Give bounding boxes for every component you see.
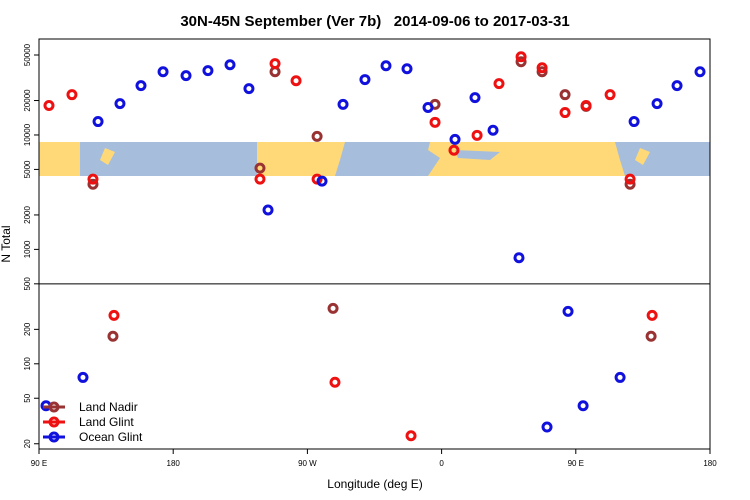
point bbox=[77, 371, 89, 383]
point bbox=[487, 124, 499, 136]
x-tick-label: 180 bbox=[703, 459, 717, 468]
y-tick-label: 50000 bbox=[23, 43, 32, 66]
point bbox=[577, 400, 589, 412]
x-tick-label: 90 W bbox=[298, 459, 317, 468]
y-tick-label: 20000 bbox=[23, 89, 32, 112]
point bbox=[107, 330, 119, 342]
x-tick-label: 180 bbox=[167, 459, 181, 468]
point bbox=[536, 62, 548, 74]
point bbox=[262, 204, 274, 216]
point bbox=[536, 66, 548, 78]
point bbox=[290, 75, 302, 87]
point bbox=[604, 89, 616, 101]
point bbox=[327, 302, 339, 314]
legend-marker bbox=[48, 416, 60, 428]
point bbox=[559, 89, 571, 101]
point bbox=[224, 59, 236, 71]
point bbox=[541, 421, 553, 433]
legend-label: Land Glint bbox=[79, 415, 134, 429]
point bbox=[422, 101, 434, 113]
point bbox=[471, 129, 483, 141]
legend-label: Land Nadir bbox=[79, 400, 138, 414]
legend-marker bbox=[48, 431, 60, 443]
point bbox=[114, 98, 126, 110]
plot-frame bbox=[38, 38, 711, 450]
point bbox=[671, 80, 683, 92]
point bbox=[694, 66, 706, 78]
point bbox=[66, 89, 78, 101]
point bbox=[624, 178, 636, 190]
x-tick-label: 90 E bbox=[568, 459, 584, 468]
y-tick-label: 10000 bbox=[23, 123, 32, 146]
point bbox=[645, 330, 657, 342]
point bbox=[469, 92, 481, 104]
point bbox=[329, 376, 341, 388]
y-tick-label: 100 bbox=[23, 357, 32, 371]
y-tick-label: 5000 bbox=[23, 160, 32, 178]
point bbox=[180, 70, 192, 82]
point bbox=[337, 98, 349, 110]
point bbox=[515, 56, 527, 68]
point bbox=[108, 309, 120, 321]
point bbox=[401, 63, 413, 75]
point bbox=[580, 99, 592, 111]
map-band bbox=[39, 142, 710, 176]
point bbox=[562, 305, 574, 317]
legend-label: Ocean Glint bbox=[79, 430, 143, 444]
point bbox=[254, 162, 266, 174]
point bbox=[651, 98, 663, 110]
point bbox=[269, 58, 281, 70]
point bbox=[316, 175, 328, 187]
point bbox=[202, 65, 214, 77]
point bbox=[87, 173, 99, 185]
point bbox=[311, 130, 323, 142]
point bbox=[449, 133, 461, 145]
point bbox=[380, 60, 392, 72]
y-tick-label: 20 bbox=[23, 439, 32, 448]
point bbox=[624, 173, 636, 185]
chart-title: 30N-45N September (Ver 7b) 2014-09-06 to… bbox=[180, 13, 569, 30]
y-tick-label: 2000 bbox=[23, 205, 32, 223]
point bbox=[405, 430, 417, 442]
point bbox=[359, 74, 371, 86]
point bbox=[429, 116, 441, 128]
y-tick-label: 1000 bbox=[23, 240, 32, 258]
point bbox=[92, 116, 104, 128]
y-tick-label: 50 bbox=[23, 393, 32, 402]
y-axis-label: N Total bbox=[0, 225, 13, 262]
point bbox=[493, 78, 505, 90]
x-axis-label: Longitude (deg E) bbox=[327, 477, 422, 491]
legend-marker bbox=[48, 401, 60, 413]
point bbox=[87, 178, 99, 190]
point bbox=[646, 309, 658, 321]
point bbox=[628, 116, 640, 128]
point bbox=[135, 80, 147, 92]
point bbox=[559, 107, 571, 119]
point bbox=[513, 252, 525, 264]
point bbox=[254, 173, 266, 185]
y-tick-label: 500 bbox=[23, 277, 32, 291]
point bbox=[448, 144, 460, 156]
point bbox=[515, 51, 527, 63]
x-tick-label: 0 bbox=[439, 459, 444, 468]
x-tick-label: 90 E bbox=[31, 459, 47, 468]
point bbox=[157, 66, 169, 78]
point bbox=[243, 83, 255, 95]
y-tick-label: 200 bbox=[23, 322, 32, 336]
point bbox=[614, 371, 626, 383]
point bbox=[43, 99, 55, 111]
